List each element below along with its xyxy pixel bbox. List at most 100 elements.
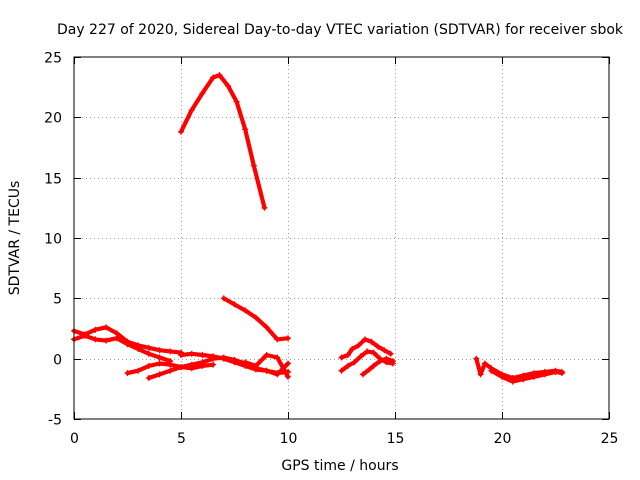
y-tick-label: -5 <box>48 413 62 429</box>
data-point <box>263 352 270 358</box>
data-point <box>499 373 505 380</box>
data-point <box>274 336 281 343</box>
data-point <box>156 347 163 354</box>
x-tick-label: 25 <box>601 431 619 447</box>
data-point <box>210 74 217 81</box>
data-point <box>274 354 281 361</box>
x-tick-label: 15 <box>387 431 405 447</box>
chart-title: Day 227 of 2020, Sidereal Day-to-day VTE… <box>57 22 624 38</box>
data-point <box>374 343 381 350</box>
data-point <box>92 336 99 343</box>
data-point <box>252 362 259 369</box>
data-point <box>552 368 559 375</box>
data-point <box>274 371 281 378</box>
data-point <box>81 332 88 339</box>
data-point <box>344 352 351 358</box>
grid <box>74 57 609 419</box>
data-point <box>216 72 223 79</box>
data-point <box>481 360 488 367</box>
data-point <box>220 355 227 362</box>
data-layer <box>71 72 565 385</box>
data-point <box>103 324 110 331</box>
data-point <box>199 352 206 358</box>
data-point <box>145 375 152 381</box>
data-point <box>509 378 516 385</box>
data-point <box>167 348 174 355</box>
data-point <box>541 371 548 378</box>
data-point <box>92 326 99 333</box>
data-point <box>145 362 152 369</box>
data-point <box>178 352 184 358</box>
data-point <box>366 366 373 373</box>
data-point <box>285 360 291 367</box>
data-point <box>349 346 356 352</box>
data-point <box>242 126 249 133</box>
data-point <box>124 341 131 348</box>
data-point <box>377 358 383 365</box>
data-point <box>263 324 270 331</box>
axes: 0 5 10 15 20 25 -5 0 5 10 15 20 25 <box>44 51 618 448</box>
data-point <box>145 344 152 351</box>
series-arc-early-b <box>71 333 173 364</box>
data-point <box>233 98 240 105</box>
data-point <box>359 371 366 378</box>
data-point <box>338 367 345 374</box>
data-point <box>364 348 371 355</box>
x-tick-label: 5 <box>177 431 186 447</box>
data-point <box>351 359 358 366</box>
x-tick-label: 10 <box>280 431 298 447</box>
data-point <box>285 335 291 342</box>
data-point <box>124 370 131 377</box>
data-point <box>145 350 152 357</box>
data-point <box>389 358 396 365</box>
data-point <box>263 367 270 374</box>
data-point <box>338 354 345 361</box>
y-tick-label: 25 <box>44 51 62 67</box>
data-point <box>210 361 217 368</box>
data-point <box>167 367 174 374</box>
data-point <box>261 204 268 211</box>
data-point <box>103 337 110 344</box>
data-point <box>252 314 259 321</box>
data-point <box>178 128 184 135</box>
y-tick-label: 0 <box>53 353 62 369</box>
data-point <box>477 371 484 378</box>
data-point <box>381 347 388 354</box>
data-point <box>488 367 495 374</box>
data-point <box>225 83 232 89</box>
data-point <box>473 355 480 362</box>
data-point <box>231 301 238 308</box>
data-point <box>520 376 527 383</box>
x-tick-label: 0 <box>70 431 79 447</box>
data-point <box>135 346 142 352</box>
data-point <box>242 307 249 314</box>
data-point <box>383 355 390 362</box>
data-point <box>167 361 174 368</box>
y-tick-label: 20 <box>44 111 62 127</box>
data-point <box>178 364 184 371</box>
data-point <box>188 107 195 114</box>
y-tick-label: 5 <box>53 292 62 308</box>
data-point <box>355 342 362 349</box>
data-point <box>344 362 351 369</box>
x-axis-label: GPS time / hours <box>281 458 398 474</box>
data-point <box>199 359 206 366</box>
data-point <box>387 350 394 357</box>
data-point <box>250 162 257 169</box>
data-point <box>188 361 195 368</box>
data-point <box>199 90 206 97</box>
data-point <box>362 336 368 343</box>
data-point <box>558 370 565 377</box>
data-point <box>242 359 249 366</box>
series-arc-peak <box>178 72 267 210</box>
y-axis-label: SDTVAR / TECUs <box>7 181 23 296</box>
data-point <box>357 353 364 360</box>
data-point <box>188 350 195 357</box>
data-point <box>531 373 538 380</box>
data-point <box>156 354 163 361</box>
data-point <box>156 360 163 367</box>
data-point <box>285 373 291 380</box>
data-point <box>370 362 377 369</box>
